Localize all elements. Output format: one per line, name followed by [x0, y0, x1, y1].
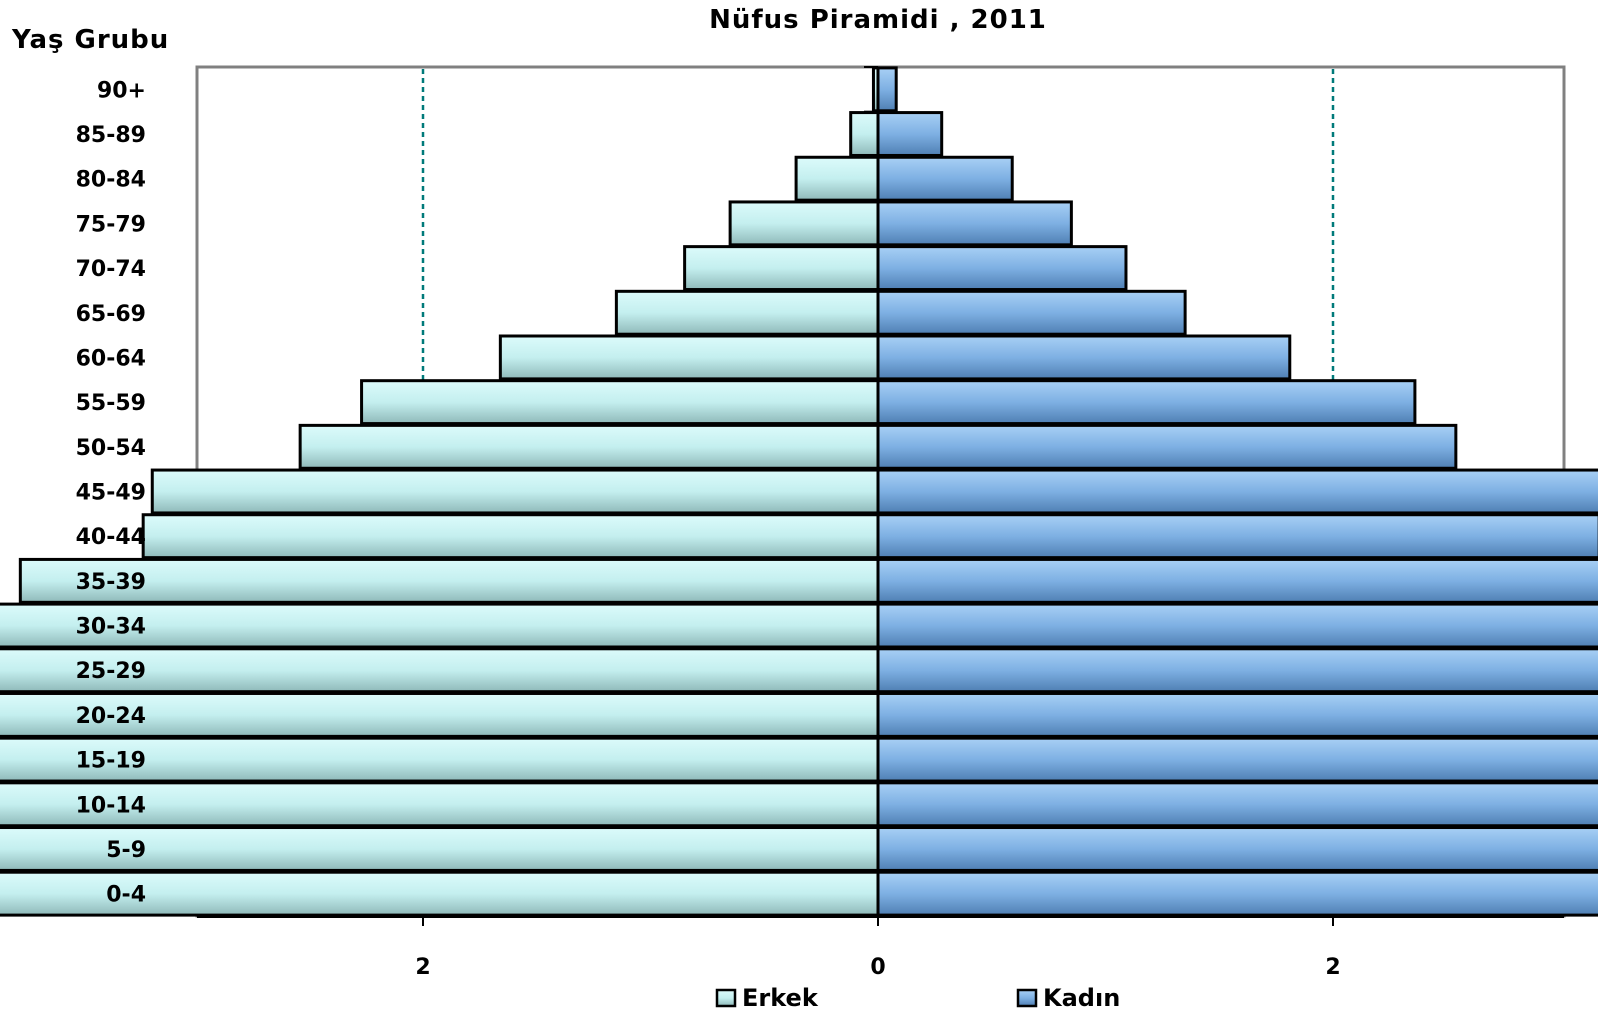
bar-erkek — [360, 379, 880, 426]
x-tick-labels: 6420246 — [415, 955, 1340, 980]
category-label: 85-89 — [76, 123, 146, 148]
legend-label-kadin: Kadın — [1043, 984, 1120, 1012]
legend-label-erkek: Erkek — [742, 984, 819, 1012]
x-tick-label: 2 — [415, 955, 430, 980]
legend: Erkek Kadın — [715, 984, 1120, 1012]
bar-erkek — [0, 647, 880, 694]
bar-erkek — [18, 557, 880, 604]
bar-kadin — [876, 870, 1598, 917]
category-label: 80-84 — [76, 168, 146, 193]
bar-kadin — [876, 781, 1598, 828]
bar-erkek — [728, 200, 880, 247]
bar-kadin — [876, 379, 1417, 426]
category-label: 45-49 — [76, 481, 146, 506]
legend-swatch-kadin — [1016, 988, 1038, 1008]
category-label: 40-44 — [76, 525, 146, 550]
category-label: 20-24 — [76, 704, 146, 729]
bar-kadin — [876, 66, 898, 113]
category-label: 90+ — [97, 78, 146, 103]
bar-erkek — [683, 245, 880, 292]
bar-kadin — [876, 468, 1598, 515]
bar-erkek — [614, 289, 880, 336]
category-labels: 0-4 5-9 10-14 15-19 20-24 25-29 30-34 35-39 40-4… — [76, 78, 146, 907]
category-label: 15-19 — [76, 749, 146, 774]
bar-kadin — [876, 423, 1458, 470]
bar-kadin — [876, 334, 1292, 381]
bar-erkek — [298, 423, 880, 470]
category-label: 65-69 — [76, 302, 146, 327]
bar-kadin — [876, 111, 944, 157]
bar-erkek — [794, 155, 880, 202]
category-label: 50-54 — [76, 436, 146, 461]
category-label: 35-39 — [76, 570, 146, 595]
legend-swatch-erkek — [715, 988, 737, 1008]
category-label: 10-14 — [76, 793, 146, 818]
bar-erkek — [150, 468, 880, 515]
bar-kadin — [876, 736, 1598, 783]
bar-erkek — [498, 334, 880, 381]
bar-kadin — [876, 557, 1598, 604]
category-label: 55-59 — [76, 391, 146, 416]
category-label: 60-64 — [76, 346, 146, 371]
bar-erkek — [0, 826, 880, 872]
bar-kadin — [876, 289, 1187, 336]
bar-kadin — [876, 826, 1598, 872]
bar-erkek — [849, 111, 880, 157]
bars — [0, 66, 1598, 917]
category-label: 75-79 — [76, 212, 146, 237]
category-label: 30-34 — [76, 615, 146, 640]
category-label: 70-74 — [76, 257, 146, 282]
x-tick-label: 2 — [1325, 955, 1340, 980]
bar-kadin — [876, 155, 1014, 202]
bar-kadin — [876, 200, 1073, 247]
bar-kadin — [876, 513, 1598, 560]
y-axis-label: Yaş Grubu — [11, 25, 169, 55]
bar-erkek — [141, 513, 880, 560]
bar-kadin — [876, 647, 1598, 694]
category-label: 0-4 — [106, 883, 146, 908]
category-label: 25-29 — [76, 659, 146, 684]
bar-kadin — [876, 602, 1598, 649]
axes — [197, 66, 1564, 926]
chart-title: Nüfus Piramidi , 2011 — [709, 5, 1047, 35]
category-label: 5-9 — [106, 838, 146, 863]
bar-kadin — [876, 691, 1598, 738]
x-tick-label: 0 — [870, 955, 885, 980]
bar-erkek — [0, 736, 880, 783]
bar-kadin — [876, 245, 1128, 292]
